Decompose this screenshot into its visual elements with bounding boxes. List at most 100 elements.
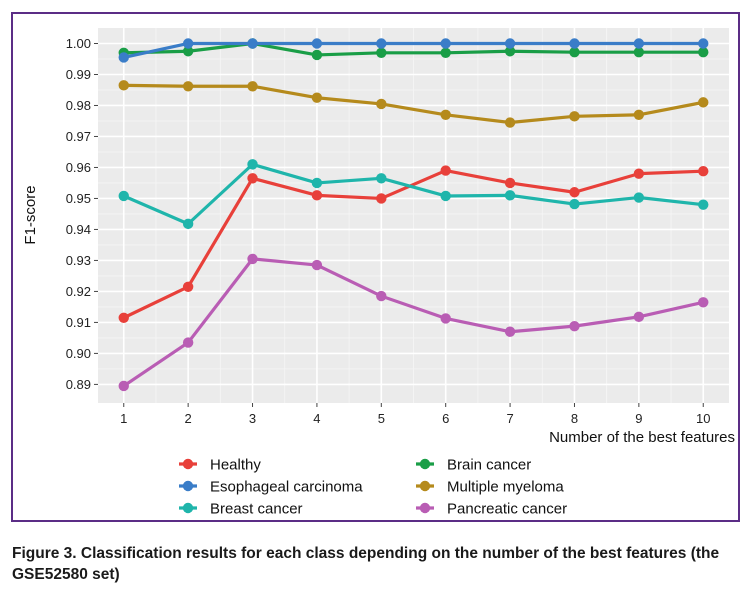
data-point	[698, 165, 709, 177]
data-point	[569, 320, 580, 332]
data-point	[118, 80, 129, 91]
data-point	[376, 173, 387, 184]
data-point	[569, 187, 580, 198]
x-tick-label: 8	[571, 411, 578, 426]
legend-label: Breast cancer	[210, 501, 303, 518]
x-tick-label: 3	[249, 411, 256, 426]
data-point	[182, 38, 194, 49]
x-tick-label: 2	[185, 411, 192, 426]
legend-swatch-point	[182, 458, 194, 470]
legend-item: Brain cancer	[416, 457, 531, 474]
data-point	[182, 281, 194, 292]
series-line	[123, 83, 704, 125]
legend-item: Pancreatic cancer	[416, 501, 567, 518]
data-point	[633, 168, 645, 179]
series-pancreatic-cancer	[118, 253, 709, 392]
data-point	[698, 199, 709, 210]
data-point	[633, 192, 645, 203]
legend-label: Esophageal carcinoma	[210, 479, 363, 496]
series-lines	[118, 38, 709, 392]
data-point	[311, 190, 323, 201]
x-axis-title: Number of the best features	[549, 429, 735, 446]
data-point	[440, 313, 451, 324]
data-point	[698, 38, 709, 49]
data-point	[569, 198, 580, 210]
x-tick-label: 7	[506, 411, 513, 426]
y-tick-label: 0.90	[66, 346, 91, 361]
x-tick-label: 9	[635, 411, 642, 426]
data-point	[633, 46, 645, 58]
x-tick-label: 1	[120, 411, 127, 426]
data-point	[118, 380, 129, 392]
legend-swatch-point	[419, 480, 431, 492]
data-point	[182, 81, 194, 92]
legend-item: Breast cancer	[179, 501, 303, 518]
data-point	[698, 46, 709, 58]
x-tick-label: 6	[442, 411, 449, 426]
data-point	[504, 177, 516, 189]
data-point	[182, 46, 194, 57]
legend-swatch-point	[182, 480, 194, 492]
legend-label: Multiple myeloma	[447, 479, 564, 496]
data-point	[504, 46, 516, 57]
y-tick-label: 0.97	[66, 129, 91, 144]
data-point	[182, 218, 194, 230]
series-line	[123, 41, 704, 60]
data-point	[311, 259, 323, 271]
y-axis-title: F1-score	[22, 185, 39, 244]
data-point	[698, 297, 709, 308]
data-point	[440, 109, 451, 120]
data-point	[569, 111, 580, 122]
legend-item: Multiple myeloma	[416, 479, 564, 496]
x-tick-label: 10	[696, 411, 710, 426]
data-point	[698, 97, 709, 108]
data-point	[118, 52, 129, 63]
series-brain-cancer	[118, 38, 709, 61]
data-point	[376, 47, 387, 58]
data-point	[247, 173, 258, 184]
x-tick-label: 4	[313, 411, 320, 426]
legend-swatch-point	[419, 502, 431, 514]
x-axis-ticks: 1 2 3 4 5 6 7 8 9 10	[120, 403, 710, 426]
series-line	[122, 257, 704, 388]
y-tick-label: 0.93	[66, 253, 91, 268]
figure-frame: 0.89 0.90 0.91 0.92 0.93 0.94 0.95 0.96 0.97 0.98…	[11, 12, 740, 522]
legend-label: Pancreatic cancer	[447, 501, 567, 518]
data-point	[376, 38, 387, 49]
data-point	[311, 49, 323, 61]
y-axis-ticks: 0.89 0.90 0.91 0.92 0.93 0.94 0.95 0.96 0.97 0.98…	[66, 36, 98, 392]
legend-item: Esophageal carcinoma	[179, 479, 363, 496]
y-tick-label: 1.00	[66, 36, 91, 51]
data-point	[118, 312, 129, 323]
series-line	[123, 162, 704, 226]
data-point	[247, 253, 258, 265]
series-line	[123, 168, 704, 320]
data-point	[311, 177, 323, 189]
data-point	[569, 38, 580, 49]
data-point	[569, 46, 580, 58]
legend-swatch-point	[182, 502, 194, 514]
series-breast-cancer	[118, 159, 709, 230]
data-point	[182, 337, 194, 348]
data-point	[376, 290, 387, 302]
data-point	[504, 326, 516, 337]
y-tick-label: 0.89	[66, 377, 91, 392]
series-esophageal-carcinoma	[118, 38, 709, 63]
series-healthy	[118, 165, 709, 323]
y-tick-label: 0.96	[66, 160, 91, 175]
legend-swatch-point	[419, 458, 431, 470]
data-point	[504, 190, 516, 201]
y-tick-label: 0.98	[66, 98, 91, 113]
data-point	[247, 81, 258, 92]
data-point	[633, 311, 645, 323]
data-point	[376, 193, 387, 204]
data-point	[440, 190, 451, 202]
legend: Healthy Brain cancer Esophageal carcinoma M…	[179, 457, 567, 518]
data-point	[376, 98, 387, 110]
data-point	[440, 47, 451, 58]
y-tick-label: 0.92	[66, 284, 91, 299]
legend-label: Healthy	[210, 457, 261, 474]
data-point	[440, 165, 451, 176]
data-point	[311, 92, 323, 103]
data-point	[504, 117, 516, 128]
